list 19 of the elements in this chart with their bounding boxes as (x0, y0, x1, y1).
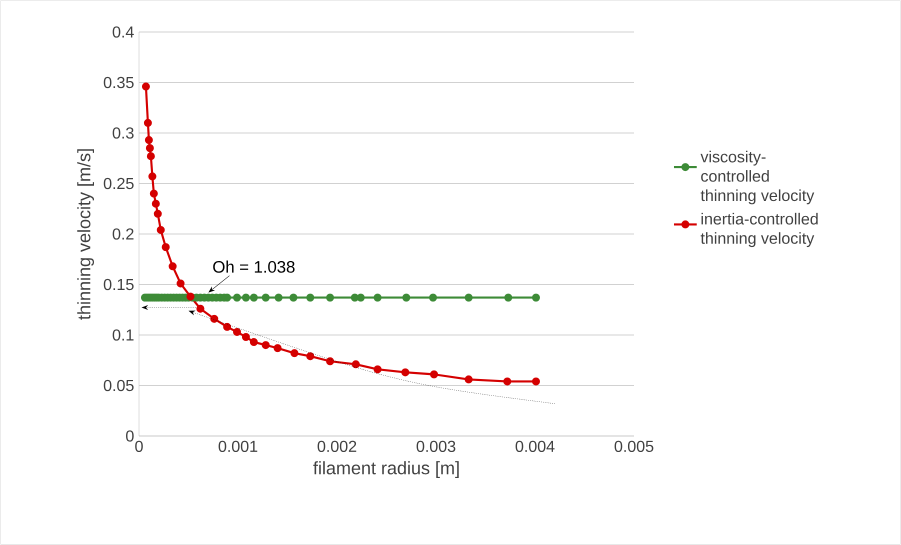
x-tick-label: 0.002 (318, 440, 356, 452)
legend-label: inertia-controlled thinning velocity (700, 212, 818, 248)
x-axis-title: filament radius [m] (313, 461, 459, 478)
y-tick-label: 0.25 (104, 178, 134, 190)
y-tick-label: 0.05 (104, 380, 134, 392)
y-tick-label: 0.15 (104, 278, 134, 290)
x-tick-label: 0.001 (218, 440, 258, 452)
x-tick-label: 0.003 (416, 440, 456, 452)
x-tick-label: 0 (135, 440, 143, 452)
y-tick-label: 0.4 (112, 26, 134, 38)
x-tick-label: 0.004 (516, 440, 555, 452)
y-tick-label: 0.1 (112, 329, 134, 341)
y-tick-label: 0.3 (112, 127, 134, 139)
y-tick-label: 0 (126, 430, 134, 442)
y-axis-title: thinning velocity [m/s] (77, 149, 94, 320)
x-tick-label: 0.005 (614, 440, 654, 452)
annotation: Oh = 1.038 (213, 260, 295, 273)
y-tick-label: 0.35 (104, 76, 134, 88)
y-tick-label: 0.2 (112, 228, 134, 240)
